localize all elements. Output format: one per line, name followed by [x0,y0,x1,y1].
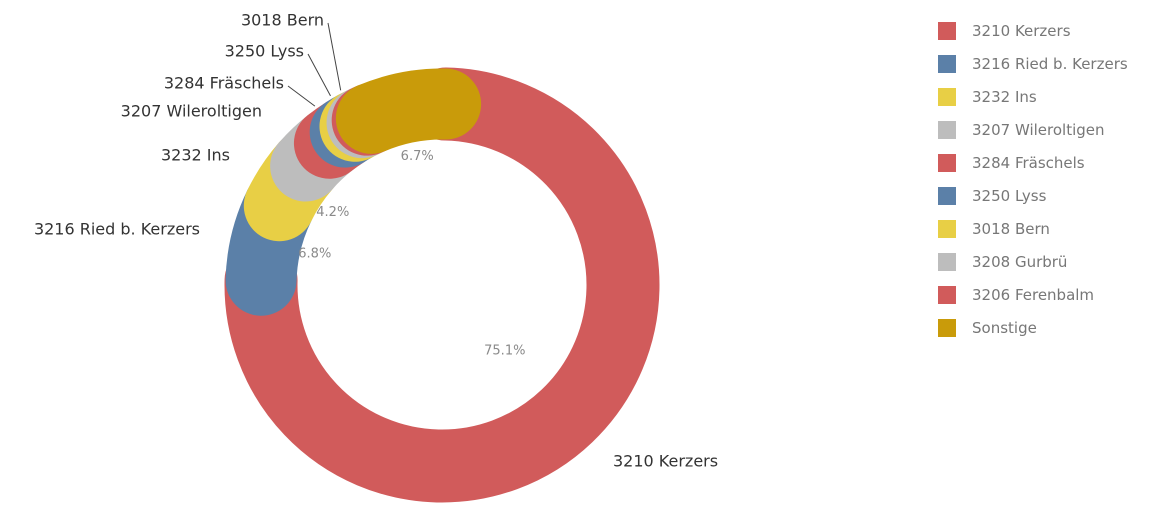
slice-labels: 3210 Kerzers 3216 Ried b. Kerzers 3232 Ins… [34,11,718,471]
legend-label: Sonstige [972,318,1037,337]
pct-label-3210-kerzers: 75.1% [484,343,525,358]
legend-swatch [938,318,956,337]
leader-line-3250-lyss [307,53,331,97]
legend-swatch [938,120,956,139]
pct-label-3216-ried-b-kerzers: 6.8% [298,246,331,261]
legend-swatch [938,285,956,304]
legend-item-3208-gurbr[interactable]: 3208 Gurbrü [938,245,1128,278]
legend-label: 3210 Kerzers [972,21,1071,40]
legend-swatch [938,21,956,40]
legend-item-3210-kerzers[interactable]: 3210 Kerzers [938,14,1128,47]
legend-swatch [938,219,956,238]
legend-label: 3250 Lyss [972,186,1047,205]
legend-item-3250-lyss[interactable]: 3250 Lyss [938,179,1128,212]
legend-label: 3018 Bern [972,219,1050,238]
legend-item-sonstige[interactable]: Sonstige [938,311,1128,344]
slice-label-3284-fr-schels: 3284 Fräschels [164,74,284,93]
slice-3210-kerzers[interactable] [224,67,660,503]
legend-swatch [938,54,956,73]
legend-label: 3232 Ins [972,87,1037,106]
legend-item-3206-ferenbalm[interactable]: 3206 Ferenbalm [938,278,1128,311]
slice-label-3018-bern: 3018 Bern [241,11,324,30]
legend-swatch [938,87,956,106]
pct-label-sonstige: 6.7% [401,149,434,164]
donut-chart: 75.1% 6.8% 4.2% 6.7% 3210 Kerzers 3216 Ried … [34,11,718,503]
slice-label-3232-ins: 3232 Ins [161,146,230,165]
leader-line-3018-bern [327,22,342,91]
legend-label: 3208 Gurbrü [972,252,1068,271]
leader-line-3284-fr-schels [287,85,316,107]
legend: 3210 Kerzers 3216 Ried b. Kerzers 3232 Ins… [938,14,1128,344]
slice-label-3207-wileroltigen: 3207 Wileroltigen [121,102,262,121]
legend-item-3207-wileroltigen[interactable]: 3207 Wileroltigen [938,113,1128,146]
legend-swatch [938,252,956,271]
legend-swatch [938,186,956,205]
legend-label: 3206 Ferenbalm [972,285,1095,304]
percent-labels: 75.1% 6.8% 4.2% 6.7% [298,149,525,358]
legend-item-3284-fr-schels[interactable]: 3284 Fräschels [938,146,1128,179]
legend-item-3232-ins[interactable]: 3232 Ins [938,80,1128,113]
slice-label-3216-ried-b-kerzers: 3216 Ried b. Kerzers [34,220,200,239]
slice-label-3250-lyss: 3250 Lyss [225,42,304,61]
legend-label: 3207 Wileroltigen [972,120,1105,139]
legend-label: 3216 Ried b. Kerzers [972,54,1128,73]
pct-label-3232-ins: 4.2% [316,205,349,220]
donut-slices [224,67,660,503]
legend-item-3018-bern[interactable]: 3018 Bern [938,212,1128,245]
legend-swatch [938,153,956,172]
legend-item-3216-ried-b-kerzers[interactable]: 3216 Ried b. Kerzers [938,47,1128,80]
slice-sonstige[interactable] [335,68,482,154]
slice-label-3210-kerzers: 3210 Kerzers [613,452,718,471]
legend-label: 3284 Fräschels [972,153,1085,172]
